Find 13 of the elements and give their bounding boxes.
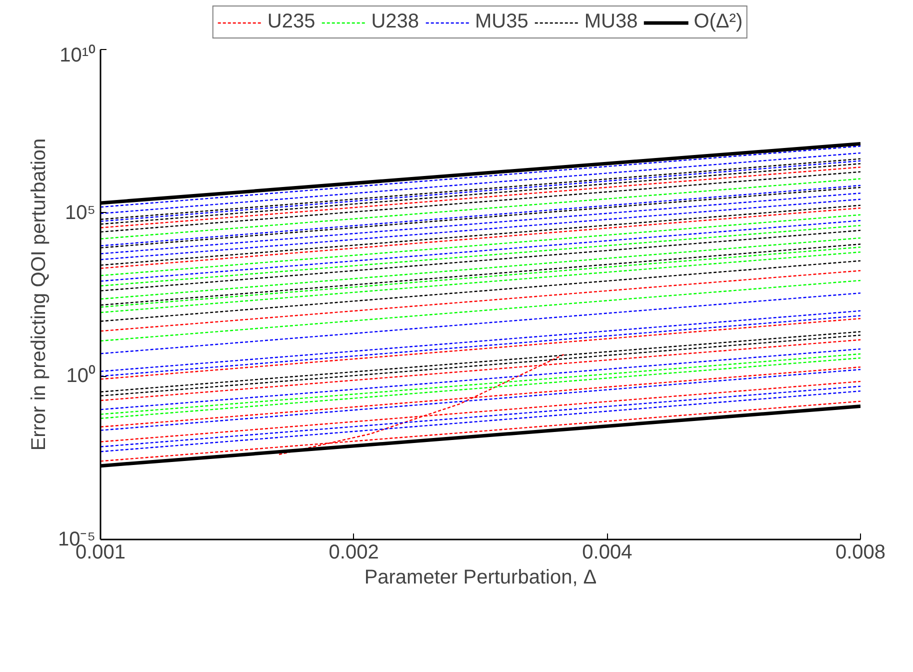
legend-label: MU38	[584, 10, 638, 34]
legend-label: U238	[371, 10, 419, 34]
x-tick-label: 0.004	[582, 542, 632, 564]
x-axis-title: Parameter Perturbation, Δ	[364, 566, 597, 588]
x-tick-label: 0.002	[328, 542, 379, 564]
x-tick-label: 0.008	[835, 542, 886, 564]
y-tick-label: 10⁵	[64, 202, 96, 224]
y-axis-title: Error in predicting QOI perturbation	[28, 138, 50, 451]
y-tick-label: 10⁰	[66, 364, 96, 388]
y-tick-label: 10¹⁰	[60, 44, 96, 66]
legend-label: O(Δ²)	[694, 10, 743, 34]
legend-label: MU35	[475, 10, 528, 34]
legend-label: U235	[267, 10, 316, 34]
